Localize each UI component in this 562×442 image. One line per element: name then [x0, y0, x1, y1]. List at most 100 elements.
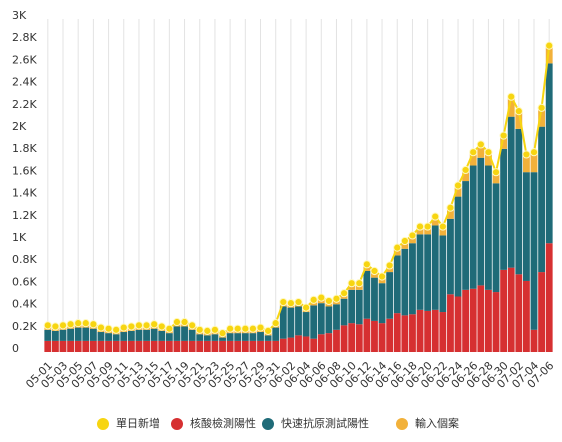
line-point: [248, 324, 258, 333]
bar-segment: [409, 243, 416, 315]
bar-segment: [431, 309, 439, 352]
line-point: [119, 323, 128, 332]
bar-segment: [67, 340, 75, 352]
line-point: [339, 289, 349, 298]
bar-segment: [492, 183, 500, 293]
bar-segment: [219, 340, 226, 352]
line-point: [499, 131, 508, 140]
line-point: [89, 320, 98, 329]
line-point: [301, 303, 311, 312]
bar-segment: [196, 340, 204, 352]
bar-segment: [431, 216, 439, 226]
bar-segment: [120, 332, 128, 341]
bar-segment: [485, 289, 492, 352]
line-point: [241, 324, 250, 333]
line-point: [355, 279, 364, 288]
bar-segment: [279, 338, 287, 352]
line-point: [393, 243, 402, 252]
legend-marker: [396, 418, 408, 430]
bar-segment: [67, 328, 75, 341]
bar-segment: [507, 96, 515, 117]
bar-segment: [515, 274, 523, 352]
bar-segment: [530, 152, 538, 173]
bar-segment: [469, 152, 477, 166]
bar-segment: [241, 333, 249, 341]
line-point: [317, 293, 326, 302]
line-point: [256, 323, 265, 332]
bar-segment: [447, 218, 454, 295]
bar-segment: [378, 283, 386, 324]
line-point: [134, 321, 144, 330]
bar-segment: [462, 169, 470, 182]
line-point: [142, 321, 151, 330]
y-tick-label: 2.6K: [12, 53, 37, 66]
bar-segment: [241, 340, 249, 352]
bar-segment: [112, 340, 120, 352]
bar-segment: [143, 329, 150, 341]
bar-segment: [105, 333, 112, 341]
bar-segment: [44, 340, 52, 352]
bar-segment: [44, 329, 52, 341]
y-tick-label: 0.8K: [12, 253, 37, 266]
bar-segment: [89, 328, 97, 341]
bar-segment: [363, 318, 371, 352]
bar-segment: [401, 248, 409, 316]
line-point: [112, 325, 121, 334]
line-point: [529, 148, 539, 157]
line-point: [385, 261, 394, 270]
line-point: [377, 272, 387, 281]
line-point: [233, 324, 242, 333]
line-point: [309, 295, 318, 304]
bar-segment: [355, 324, 363, 352]
line-point: [400, 236, 409, 246]
bar-segment: [507, 116, 515, 268]
bar-segment: [120, 340, 128, 352]
bar-segment: [401, 315, 409, 352]
bar-segment: [515, 128, 523, 275]
bar-segment: [127, 330, 135, 341]
bar-segment: [89, 340, 97, 352]
line-point: [264, 326, 273, 336]
line-point: [172, 317, 182, 327]
bar-segment: [340, 298, 348, 326]
bar-segment: [181, 326, 188, 341]
bar-segment: [150, 328, 158, 341]
bar-segment: [59, 340, 67, 352]
line-point: [431, 212, 440, 221]
bar-segment: [173, 326, 181, 341]
bar-segment: [492, 172, 500, 184]
bar-segment: [393, 313, 401, 352]
bar-segment: [234, 333, 242, 341]
bar-segment: [439, 226, 447, 236]
bar-segment: [545, 243, 553, 352]
y-tick-label: 0.2K: [12, 320, 37, 333]
bar-segment: [371, 277, 378, 321]
line-point: [453, 181, 463, 190]
bar-segment: [226, 340, 234, 352]
bar-segment: [112, 334, 120, 341]
legend-label: 快速抗原測試陽性: [281, 416, 369, 430]
bar-segment: [409, 314, 416, 352]
bar-segment: [158, 340, 166, 352]
line-point: [279, 297, 288, 307]
bar-segment: [462, 181, 470, 290]
bar-segment: [386, 272, 394, 319]
line-point: [96, 323, 106, 332]
line-point: [484, 148, 493, 157]
bar-segment: [416, 234, 424, 310]
bar-segment: [82, 340, 90, 352]
bar-segment: [530, 172, 538, 330]
line-point: [271, 319, 280, 328]
line-point: [104, 324, 113, 333]
bar-segment: [424, 234, 432, 311]
bar-segment: [203, 335, 211, 341]
bar-segment: [477, 285, 485, 352]
y-tick-label: 0: [12, 342, 19, 355]
bar-segment: [545, 63, 553, 244]
line-point: [43, 321, 52, 330]
line-point: [332, 294, 341, 303]
bar-segment: [492, 292, 500, 352]
line-point: [423, 222, 432, 231]
line-point: [370, 266, 379, 276]
bar-segment: [393, 255, 401, 314]
